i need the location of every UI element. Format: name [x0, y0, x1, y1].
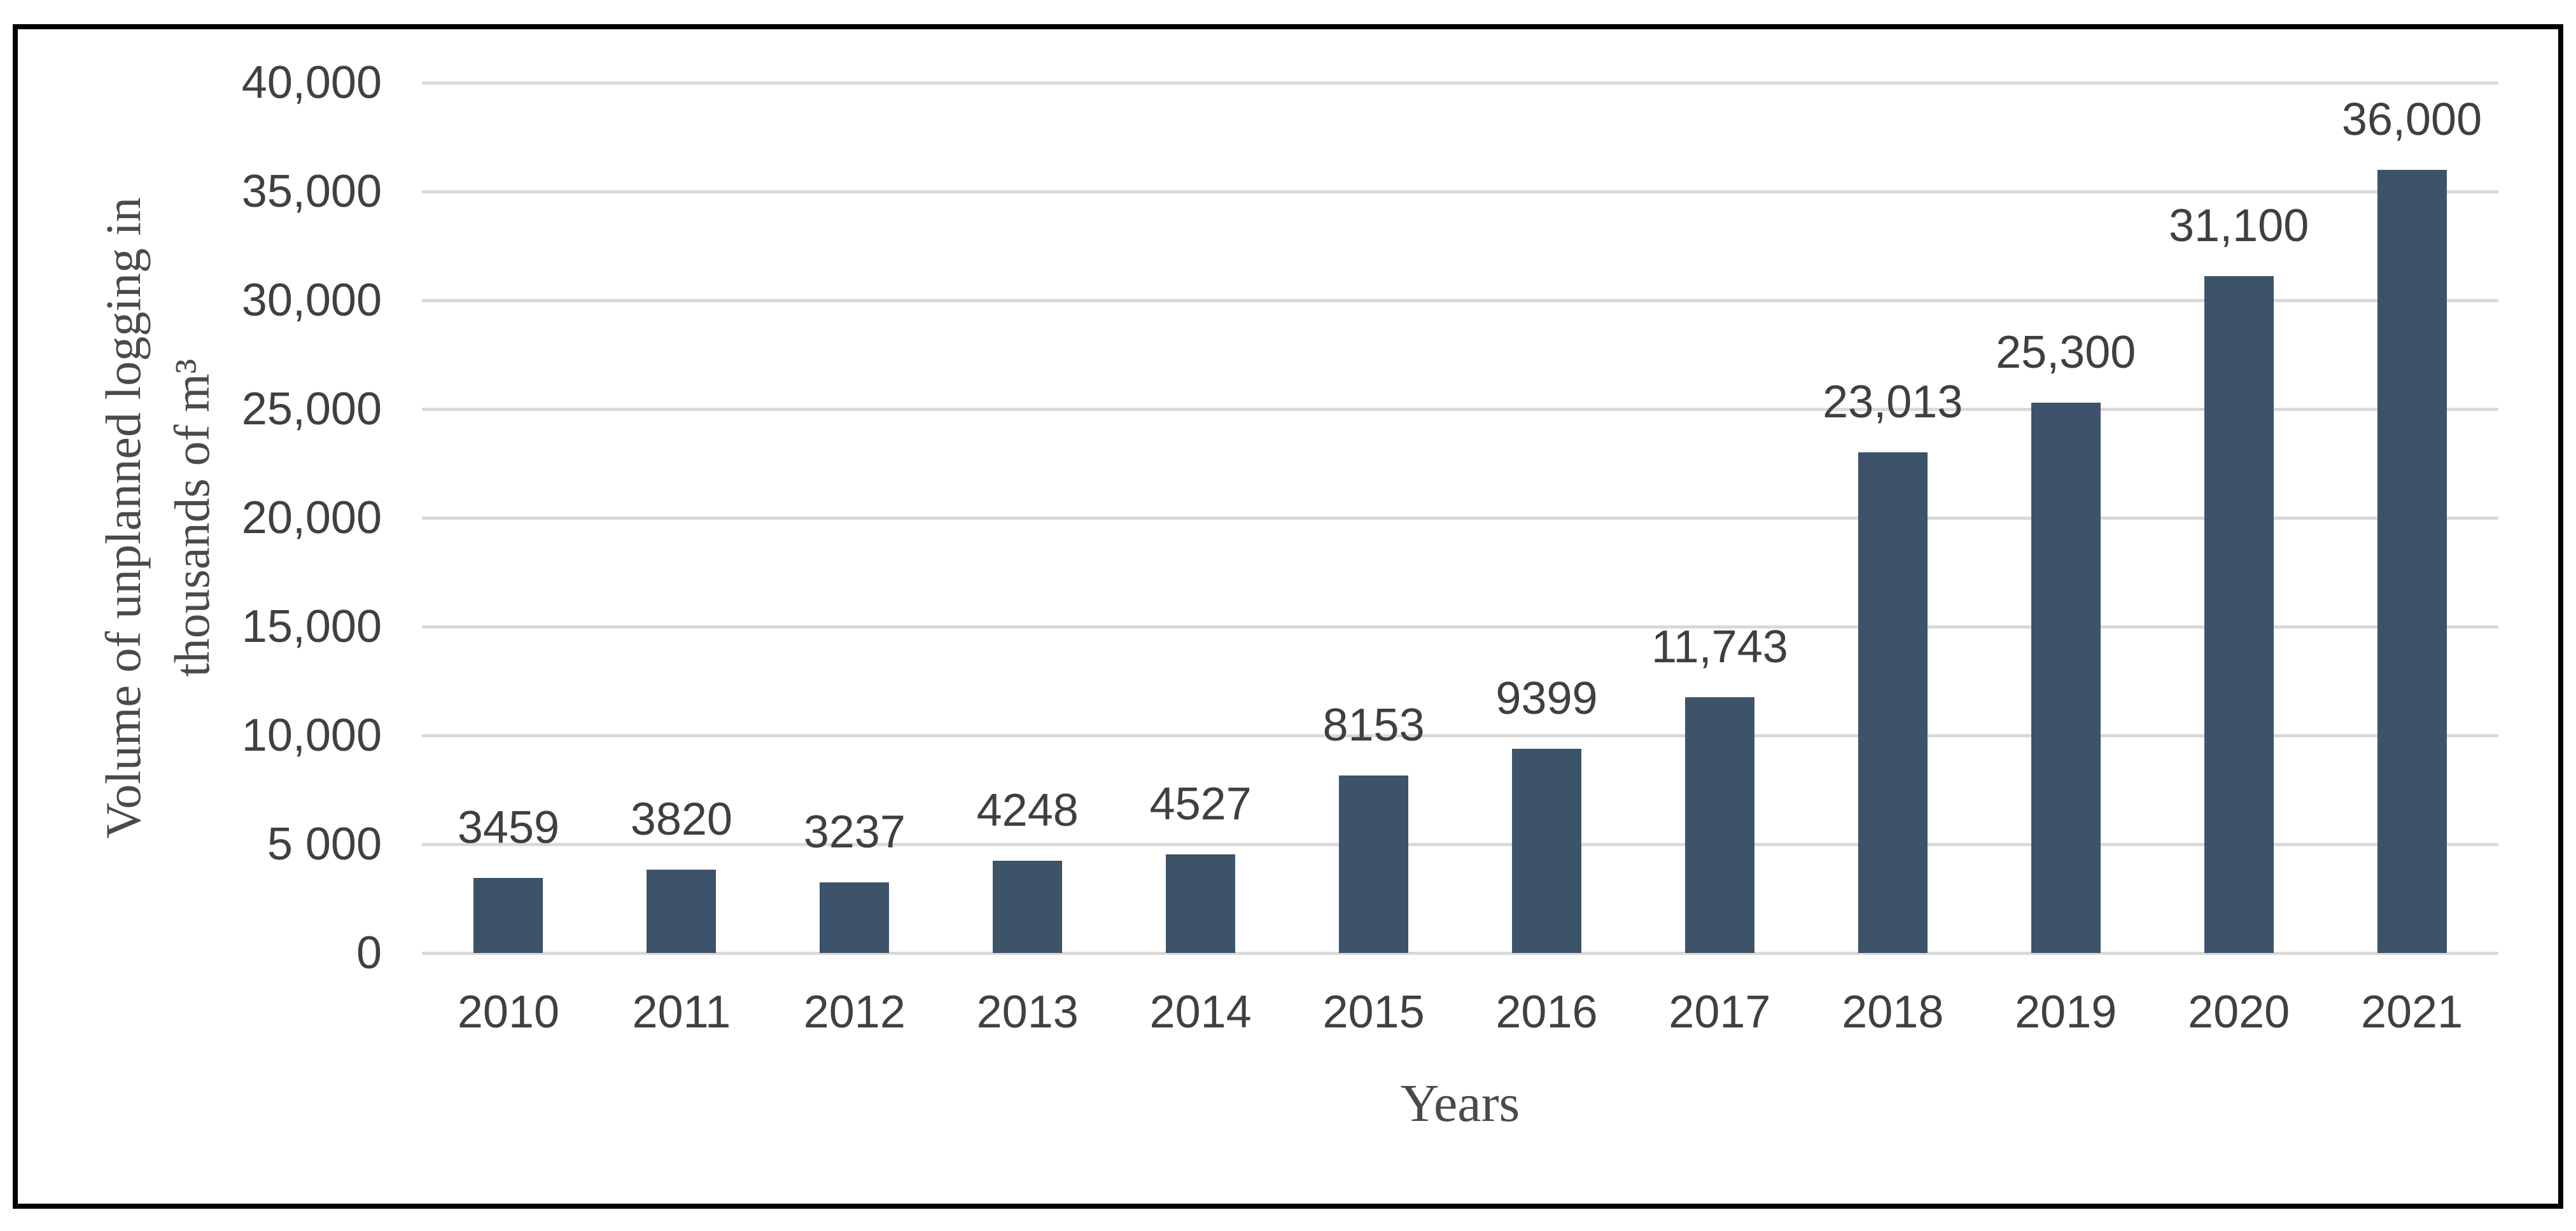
y-tick-label: 5 000: [267, 819, 382, 870]
bar-value-label: 25,300: [1996, 326, 2136, 378]
bar: [1166, 854, 1236, 953]
y-tick-label: 40,000: [241, 57, 382, 108]
gridline: [422, 517, 2498, 520]
x-tick-label: 2017: [1669, 987, 1771, 1038]
bar: [2377, 169, 2447, 953]
gridline: [422, 843, 2498, 846]
bar: [1339, 775, 1409, 953]
gridline: [422, 734, 2498, 737]
bar: [473, 877, 543, 953]
bar-value-label: 31,100: [2169, 200, 2309, 252]
gridline: [422, 190, 2498, 193]
bar: [2204, 276, 2274, 953]
bar-value-label: 4248: [976, 784, 1079, 836]
x-axis-title: Years: [1400, 1074, 1520, 1133]
x-tick-label: 2019: [2015, 987, 2117, 1038]
y-tick-label: 30,000: [241, 275, 382, 326]
bar-value-label: 3237: [803, 807, 906, 858]
x-tick-label: 2011: [632, 987, 731, 1038]
x-tick-label: 2014: [1149, 987, 1252, 1038]
bar: [820, 882, 890, 953]
bar: [2031, 402, 2101, 953]
bar-value-label: 4527: [1149, 779, 1252, 830]
y-tick-label: 0: [356, 928, 382, 978]
y-tick-label: 35,000: [241, 166, 382, 217]
bar-value-label: 11,743: [1651, 622, 1788, 673]
gridline: [422, 952, 2498, 955]
y-axis-title-line1: Volume of unplanned logging in: [95, 197, 151, 839]
bar-value-label: 9399: [1495, 672, 1598, 724]
x-tick-label: 2015: [1322, 987, 1425, 1038]
x-tick-label: 2018: [1842, 987, 1944, 1038]
gridline: [422, 81, 2498, 85]
bar-value-label: 3459: [457, 802, 560, 853]
chart-outer-frame: [13, 24, 2563, 1209]
y-tick-label: 25,000: [241, 384, 382, 435]
y-tick-label: 15,000: [241, 601, 382, 652]
gridline: [422, 408, 2498, 411]
bar: [1684, 697, 1754, 953]
gridline: [422, 299, 2498, 302]
bar-value-label: 36,000: [2341, 94, 2482, 145]
gridline: [422, 625, 2498, 629]
bar: [1858, 452, 1928, 953]
x-tick-label: 2012: [803, 987, 906, 1038]
x-tick-label: 2020: [2188, 987, 2290, 1038]
y-tick-label: 20,000: [241, 492, 382, 543]
x-tick-label: 2016: [1495, 987, 1598, 1038]
bar: [993, 860, 1063, 953]
x-tick-label: 2010: [457, 987, 560, 1038]
plot-area: 3459 3820 3237 4248 4527 8153 9399 11,743 23,013…: [422, 81, 2498, 955]
bar-value-label: 3820: [630, 794, 732, 845]
x-tick-label: 2013: [976, 987, 1079, 1038]
bar: [647, 870, 717, 953]
x-tick-label: 2021: [2360, 987, 2463, 1038]
bar-value-label: 23,013: [1823, 376, 1963, 428]
bar-value-label: 8153: [1322, 700, 1425, 751]
y-tick-label: 10,000: [241, 710, 382, 761]
bar: [1511, 748, 1581, 953]
